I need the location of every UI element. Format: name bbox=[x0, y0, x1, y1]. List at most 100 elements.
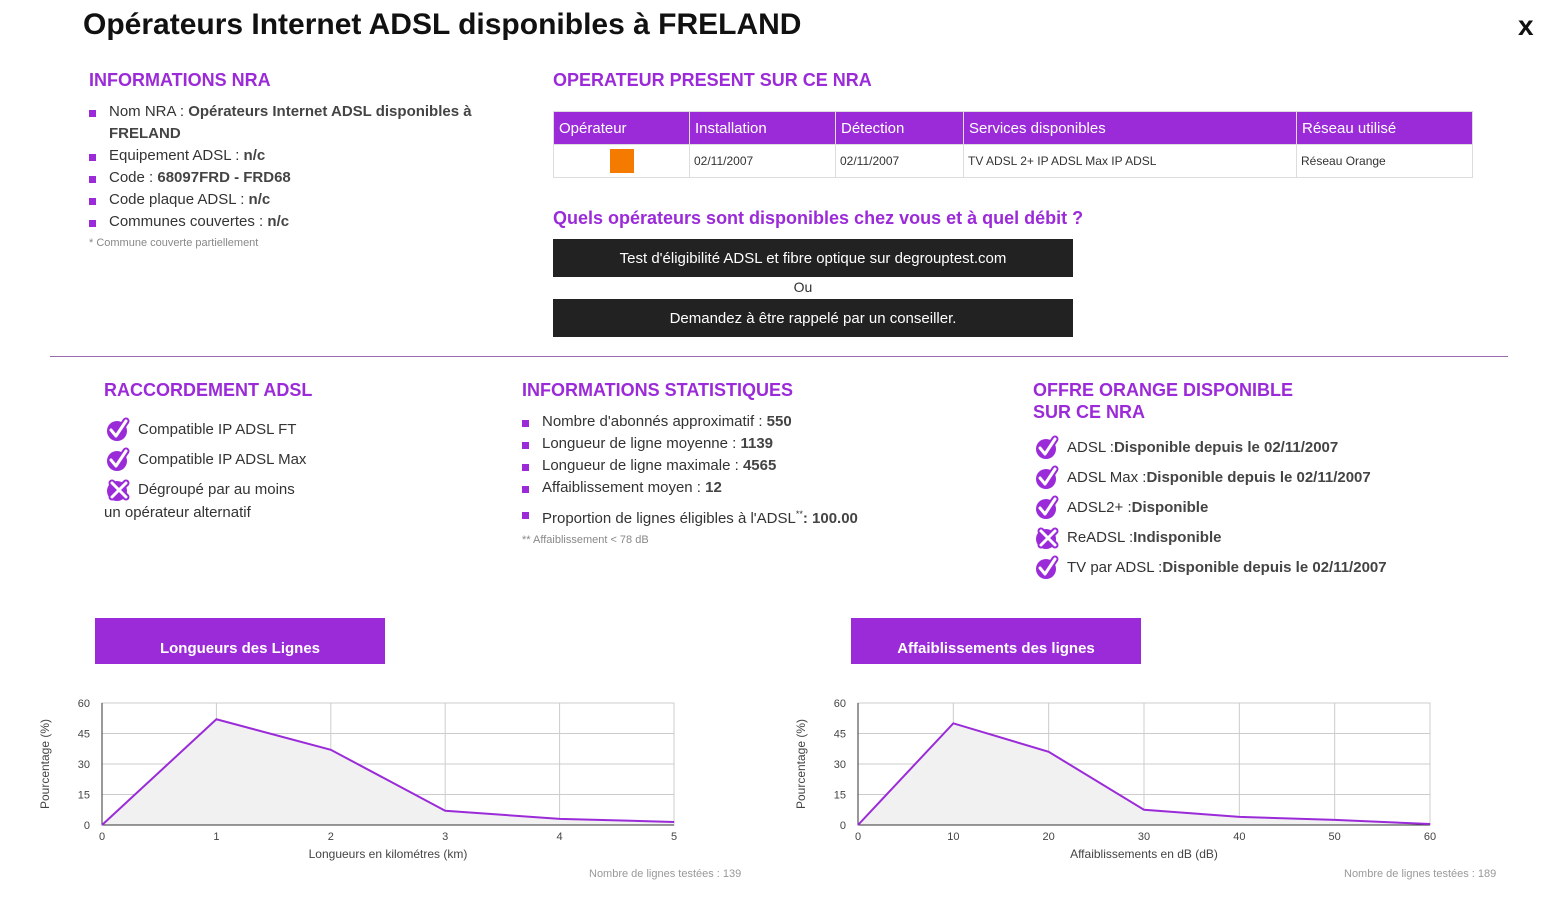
y-tick-label: 45 bbox=[78, 729, 90, 741]
x-tick-label: 4 bbox=[557, 831, 563, 843]
x-tick-label: 0 bbox=[99, 831, 105, 843]
x-tick-label: 2 bbox=[328, 831, 334, 843]
or-text: Ou bbox=[793, 279, 813, 295]
col-services: Services disponibles bbox=[963, 111, 1297, 145]
list-item: Nom NRA : Opérateurs Internet ADSL dispo… bbox=[89, 101, 489, 145]
x-tick-label: 30 bbox=[1138, 831, 1150, 843]
x-axis-label: Affaiblissements en dB (dB) bbox=[1070, 847, 1218, 861]
offre-heading: OFFRE ORANGE DISPONIBLE bbox=[1033, 380, 1294, 400]
x-tick-label: 20 bbox=[1043, 831, 1055, 843]
col-detection: Détection bbox=[835, 111, 964, 145]
table-row: 02/11/2007 02/11/2007 TV ADSL 2+ IP ADSL… bbox=[553, 144, 1473, 178]
check-icon bbox=[1036, 435, 1059, 459]
stats-proportion: Proportion de lignes éligibles à l'ADSL*… bbox=[522, 503, 858, 530]
table-header: Opérateur Installation Détection Service… bbox=[553, 111, 1473, 145]
cell-services: TV ADSL 2+ IP ADSL Max IP ADSL bbox=[963, 144, 1297, 178]
x-tick-label: 3 bbox=[442, 831, 448, 843]
list-item: Longueur de ligne moyenne : 1139 bbox=[522, 433, 858, 455]
nra-list: Nom NRA : Opérateurs Internet ADSL dispo… bbox=[89, 101, 489, 233]
page-title: Opérateurs Internet ADSL disponibles à F… bbox=[83, 8, 802, 41]
callback-button[interactable]: Demandez à être rappelé par un conseille… bbox=[553, 299, 1073, 337]
y-axis-label: Pourcentage (%) bbox=[38, 719, 52, 809]
y-axis-label: Pourcentage (%) bbox=[794, 719, 808, 809]
data-point bbox=[444, 810, 446, 812]
chart-footer-longueurs: Nombre de lignes testées : 139 bbox=[589, 868, 742, 880]
offre-item: ADSL : Disponible depuis le 02/11/2007 bbox=[1033, 433, 1387, 463]
y-tick-label: 60 bbox=[78, 698, 90, 710]
check-icon bbox=[107, 447, 130, 471]
cross-icon bbox=[107, 479, 130, 501]
offre-item: TV par ADSL : Disponible depuis le 02/11… bbox=[1033, 553, 1387, 583]
data-point bbox=[1429, 823, 1431, 825]
y-tick-label: 0 bbox=[84, 820, 90, 832]
raccordement-item: Compatible IP ADSL Max bbox=[104, 445, 312, 475]
list-item: Equipement ADSL : n/c bbox=[89, 145, 489, 167]
y-tick-label: 60 bbox=[834, 698, 846, 710]
data-point bbox=[1238, 816, 1240, 818]
x-tick-label: 5 bbox=[671, 831, 677, 843]
cross-icon bbox=[1036, 527, 1059, 549]
list-item: Longueur de ligne maximale : 4565 bbox=[522, 455, 858, 477]
list-item: Communes couvertes : n/c bbox=[89, 211, 489, 233]
series-area bbox=[102, 719, 674, 825]
eligibility-test-button[interactable]: Test d'éligibilité ADSL et fibre optique… bbox=[553, 239, 1073, 277]
nra-heading: INFORMATIONS NRA bbox=[89, 70, 271, 90]
offre-item: ADSL Max : Disponible depuis le 02/11/20… bbox=[1033, 463, 1387, 493]
operateur-heading: OPERATEUR PRESENT SUR CE NRA bbox=[553, 70, 872, 90]
y-tick-label: 0 bbox=[840, 820, 846, 832]
list-item: Affaiblissement moyen : 12 bbox=[522, 477, 858, 499]
y-tick-label: 15 bbox=[78, 790, 90, 802]
stats-heading: INFORMATIONS STATISTIQUES bbox=[522, 380, 793, 400]
cell-detection: 02/11/2007 bbox=[835, 144, 964, 178]
stats-note: ** Affaiblissement < 78 dB bbox=[522, 534, 649, 546]
data-point bbox=[1048, 751, 1050, 753]
data-point bbox=[559, 818, 561, 820]
stats-section: INFORMATIONS STATISTIQUES Nombre d'abonn… bbox=[522, 379, 858, 546]
offre-section: OFFRE ORANGE DISPONIBLE SUR CE NRA ADSL … bbox=[1033, 379, 1387, 583]
offre-heading-2: SUR CE NRA bbox=[1033, 402, 1146, 422]
close-button[interactable]: x bbox=[1518, 10, 1534, 41]
data-point bbox=[1143, 809, 1145, 811]
series-line bbox=[101, 718, 675, 826]
operateur-table: Opérateur Installation Détection Service… bbox=[553, 111, 1473, 178]
raccordement-item: Dégroupé par au moins bbox=[104, 475, 312, 505]
offre-item: ADSL2+ : Disponible bbox=[1033, 493, 1387, 523]
x-tick-label: 1 bbox=[213, 831, 219, 843]
offre-item: ReADSL : Indisponible bbox=[1033, 523, 1387, 553]
raccordement-item: Compatible IP ADSL FT bbox=[104, 415, 312, 445]
x-tick-label: 60 bbox=[1424, 831, 1436, 843]
stats-list: Nombre d'abonnés approximatif : 550 Longu… bbox=[522, 411, 858, 499]
list-item: Code : 68097FRD - FRD68 bbox=[89, 167, 489, 189]
raccordement-section: RACCORDEMENT ADSL Compatible IP ADSL FT C… bbox=[104, 379, 312, 521]
nra-note: * Commune couverte partiellement bbox=[89, 237, 259, 249]
chart-title-longueurs: Longueurs des Lignes bbox=[95, 618, 385, 664]
data-point bbox=[330, 749, 332, 751]
data-point bbox=[215, 718, 217, 720]
col-operateur: Opérateur bbox=[553, 111, 690, 145]
check-icon bbox=[107, 417, 130, 441]
y-tick-label: 15 bbox=[834, 790, 846, 802]
data-point bbox=[857, 824, 859, 826]
chart-affaiblissements: 0 15 30 45 60 0 10 20 30 40 50 60 Affaiblissements e… bbox=[794, 698, 1436, 861]
y-tick-label: 30 bbox=[78, 759, 90, 771]
data-point bbox=[101, 824, 103, 826]
raccordement-list: Compatible IP ADSL FT Compatible IP ADSL … bbox=[104, 415, 312, 505]
eligibility-heading: Quels opérateurs sont disponibles chez v… bbox=[553, 208, 1084, 228]
data-point bbox=[952, 722, 954, 724]
x-tick-label: 0 bbox=[855, 831, 861, 843]
data-point bbox=[1334, 819, 1336, 821]
col-reseau: Réseau utilisé bbox=[1296, 111, 1473, 145]
check-icon bbox=[1036, 555, 1059, 579]
offre-list: ADSL : Disponible depuis le 02/11/2007 AD… bbox=[1033, 433, 1387, 583]
series-area bbox=[858, 723, 1430, 825]
chart-title-affaiblissements: Affaiblissements des lignes bbox=[851, 618, 1141, 664]
x-tick-label: 10 bbox=[947, 831, 959, 843]
cell-reseau: Réseau Orange bbox=[1296, 144, 1473, 178]
list-item: Code plaque ADSL : n/c bbox=[89, 189, 489, 211]
cell-installation: 02/11/2007 bbox=[689, 144, 836, 178]
chart-footer-affaiblissements: Nombre de lignes testées : 189 bbox=[1344, 868, 1497, 880]
x-tick-label: 50 bbox=[1329, 831, 1341, 843]
raccordement-heading: RACCORDEMENT ADSL bbox=[104, 380, 313, 400]
check-icon bbox=[1036, 495, 1059, 519]
